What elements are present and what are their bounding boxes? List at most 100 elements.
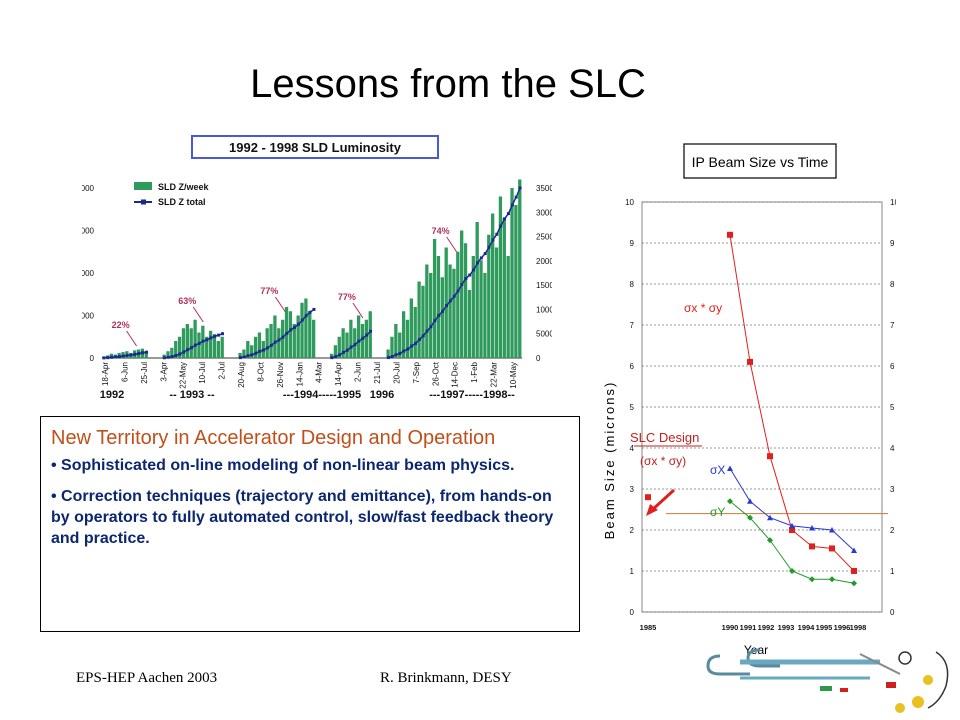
lum-y-tick: 10000 bbox=[82, 269, 95, 278]
lum-bar bbox=[440, 277, 444, 358]
lum-y2-tick: 250000 bbox=[536, 233, 552, 242]
ip-point bbox=[747, 358, 753, 365]
lum-total-point bbox=[281, 335, 285, 339]
lum-total-point bbox=[114, 355, 118, 359]
lum-total-point bbox=[125, 353, 129, 357]
lum-bar bbox=[432, 239, 437, 358]
lum-total-point bbox=[300, 318, 304, 322]
lum-x-tick: 26-Nov bbox=[276, 362, 285, 388]
lum-bar bbox=[360, 324, 365, 358]
lum-total-point bbox=[349, 345, 353, 349]
ip-title-box bbox=[683, 143, 837, 179]
ip-y-tick: 10 bbox=[625, 198, 634, 207]
text-box-heading: New Territory in Accelerator Design and … bbox=[51, 427, 496, 449]
ip-y2-tick: 5 bbox=[890, 403, 895, 412]
ip-series-label: σx * σy bbox=[684, 301, 722, 315]
ip-y-tick: 3 bbox=[630, 485, 635, 494]
ip-y-tick: 0 bbox=[630, 608, 635, 617]
lum-bar bbox=[364, 319, 369, 358]
lum-total-point bbox=[341, 350, 345, 354]
lum-total-point bbox=[193, 343, 197, 347]
footer-left: EPS-HEP Aachen 2003 bbox=[76, 670, 218, 686]
ip-y-tick: 7 bbox=[630, 321, 635, 330]
ip-x-tick: 1995 bbox=[816, 623, 833, 632]
lum-total-point bbox=[141, 351, 145, 355]
ip-point bbox=[747, 498, 753, 504]
lum-bar bbox=[216, 341, 220, 358]
lum-total-point bbox=[258, 349, 262, 353]
lum-bar bbox=[329, 353, 334, 358]
lum-total-point bbox=[487, 245, 491, 249]
lum-total-point bbox=[289, 328, 293, 332]
lum-total-point bbox=[361, 336, 365, 340]
lum-total-point bbox=[390, 354, 394, 358]
lum-x-tick: 2-Jun bbox=[354, 362, 363, 382]
lum-bar bbox=[452, 268, 456, 358]
lum-bar bbox=[463, 243, 468, 358]
lum-total-point bbox=[386, 356, 390, 360]
lum-x-tick: 20-Jul bbox=[392, 362, 401, 384]
footer-center: R. Brinkmann, DESY bbox=[380, 670, 512, 686]
lum-total-point bbox=[162, 356, 166, 360]
ip-x-tick: 1993 bbox=[778, 623, 795, 632]
ip-point bbox=[747, 514, 753, 521]
lum-total-point bbox=[456, 289, 460, 293]
lum-total-point bbox=[429, 325, 433, 329]
ip-x-tick: 1992 bbox=[758, 623, 775, 632]
lum-total-point bbox=[190, 346, 194, 350]
lum-bar bbox=[189, 328, 193, 358]
lum-total-point bbox=[491, 238, 495, 242]
lum-bar bbox=[356, 315, 361, 358]
lum-total-point bbox=[182, 350, 186, 354]
lum-bar bbox=[368, 311, 372, 358]
ip-point bbox=[767, 514, 773, 521]
lum-bar bbox=[253, 336, 258, 358]
lum-total-point bbox=[444, 304, 448, 308]
lum-bar bbox=[208, 330, 213, 358]
lum-total-point bbox=[398, 351, 402, 355]
lum-bar bbox=[460, 230, 464, 358]
ip-series-line bbox=[729, 234, 855, 572]
lum-annotation: 74% bbox=[432, 226, 450, 236]
lum-total-point bbox=[133, 352, 137, 356]
ip-point bbox=[809, 576, 815, 583]
ip-point bbox=[789, 522, 795, 529]
lum-total-point bbox=[170, 355, 174, 359]
lum-total-point bbox=[137, 352, 141, 356]
lum-x-tick: 20-Aug bbox=[237, 362, 246, 388]
lum-x-tick: 14-Jan bbox=[295, 362, 304, 386]
sld-luminosity-chart: 1992 - 1998 SLD Luminosity 0 5000 10000 150… bbox=[82, 135, 552, 401]
lum-total-point bbox=[425, 329, 429, 333]
lum-total-point bbox=[369, 329, 373, 333]
lum-total-point bbox=[209, 336, 213, 340]
ip-y-tick: 2 bbox=[630, 526, 635, 535]
lum-total-point bbox=[312, 307, 316, 311]
ip-y-tick: 9 bbox=[630, 239, 635, 248]
lum-total-point bbox=[106, 356, 110, 360]
lum-total-point bbox=[129, 353, 133, 357]
lum-total-point bbox=[145, 350, 149, 354]
lum-total-point bbox=[433, 319, 437, 323]
ip-point bbox=[727, 231, 733, 238]
lum-bar bbox=[238, 352, 242, 358]
ip-x-axis: 1985 1990 1991 1992 1993 1994 1995 1996 1998 bbox=[640, 623, 867, 632]
lum-y-tick: 0 bbox=[90, 354, 95, 363]
lum-total-point bbox=[250, 353, 254, 357]
lum-total-point bbox=[201, 339, 205, 343]
lum-bar bbox=[205, 336, 209, 358]
lum-total-point bbox=[394, 353, 398, 357]
lum-x-tick: 10-May bbox=[509, 362, 518, 389]
ip-point bbox=[727, 465, 733, 471]
lum-year-label: 1996 bbox=[370, 389, 394, 401]
lum-y2-tick: 150000 bbox=[536, 281, 552, 290]
lum-total-point bbox=[110, 355, 114, 359]
lum-total-point bbox=[479, 256, 483, 260]
lum-bar bbox=[312, 319, 316, 358]
ip-point bbox=[829, 545, 835, 552]
lum-x-tick: 2-Jul bbox=[218, 362, 227, 380]
lum-bar bbox=[421, 285, 425, 358]
ip-point bbox=[829, 527, 835, 533]
lum-x-tick: 21-Jul bbox=[373, 362, 382, 384]
ip-series-labels: σx * σy σX σY bbox=[684, 301, 725, 519]
lum-total-point bbox=[353, 343, 357, 347]
